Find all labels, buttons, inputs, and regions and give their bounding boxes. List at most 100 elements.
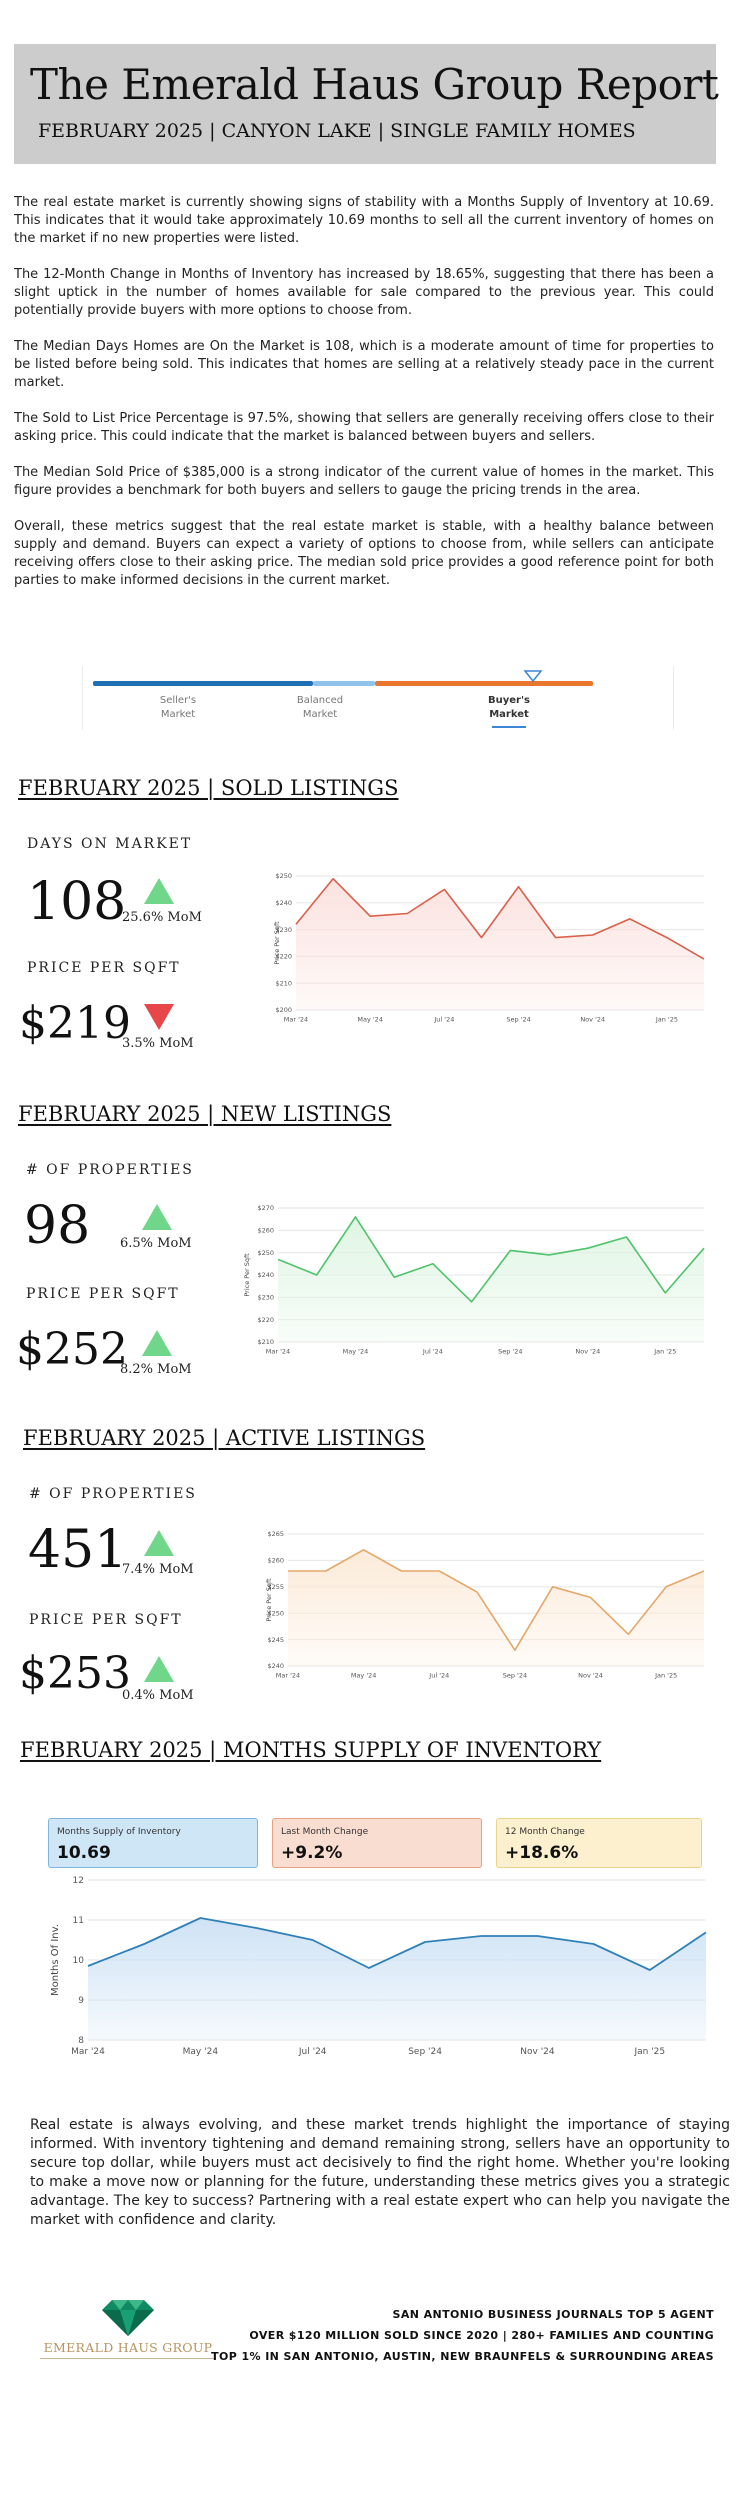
y-tick-label: $230 <box>275 926 292 934</box>
y-tick-label: $245 <box>267 1636 284 1644</box>
x-tick-label: Jan '25 <box>653 1348 676 1356</box>
scale-label-buyer: Buyer's Market <box>464 694 554 722</box>
x-tick-label: Sep '24 <box>506 1016 530 1024</box>
x-tick-label: Jul '24 <box>428 1672 449 1680</box>
series-area <box>88 1918 706 2040</box>
msi-box-value: +9.2% <box>281 1843 343 1863</box>
x-tick-label: Jul '24 <box>298 2047 327 2057</box>
market-scale-bar <box>93 670 593 686</box>
y-tick-label: $240 <box>267 1662 284 1670</box>
x-tick-label: Jul '24 <box>422 1348 443 1356</box>
x-tick-label: Sep '24 <box>408 2047 442 2057</box>
series-line <box>277 1216 705 1303</box>
series-area <box>288 1549 704 1666</box>
y-tick-label: $220 <box>275 953 292 961</box>
x-tick-label: Jan '25 <box>655 1016 678 1024</box>
logo-text: EMERALD HAUS GROUP <box>43 2340 213 2355</box>
new-price-chart: $210 $220 $230 $240 $250 $260 $270 Mar '24 May '… <box>240 1200 710 1360</box>
footer-line: TOP 1% IN SAN ANTONIO, AUSTIN, NEW BRAUN… <box>211 2350 714 2363</box>
active-price-value: $253 <box>19 1648 131 1699</box>
new-count-label: # OF PROPERTIES <box>26 1162 194 1178</box>
x-tick-label: May '24 <box>351 1672 377 1680</box>
msi-chart: 8 9 10 11 12 Mar '24 May '24 Jul '24 Sep '24 Nov … <box>44 1874 710 2060</box>
scale-segment-buyer <box>375 681 593 686</box>
y-tick-label: $220 <box>257 1316 274 1324</box>
active-section-title: FEBRUARY 2025 | ACTIVE LISTINGS <box>23 1426 426 1450</box>
sold-price-label: PRICE PER SQFT <box>27 960 181 976</box>
x-tick-label: Nov '24 <box>575 1348 600 1356</box>
series-area <box>278 1216 704 1342</box>
intro-paragraph: The real estate market is currently show… <box>14 195 714 246</box>
scale-segment-seller <box>93 681 313 686</box>
msi-box-label: 12 Month Change <box>505 1827 585 1837</box>
series-line <box>87 1917 707 1971</box>
scale-label-buyer-line1: Buyer's <box>488 695 530 706</box>
y-tick-label: 9 <box>78 1996 84 2006</box>
new-price-change: 8.2% MoM <box>120 1362 192 1377</box>
report-subtitle: FEBRUARY 2025 | CANYON LAKE | SINGLE FAM… <box>38 120 636 142</box>
closing-text: Real estate is always evolving, and thes… <box>30 2117 730 2228</box>
new-count-value: 98 <box>24 1196 91 1256</box>
x-tick-label: Mar '24 <box>266 1348 290 1356</box>
intro-paragraph: The Median Days Homes are On the Market … <box>14 339 714 390</box>
msi-box-last-month: Last Month Change +9.2% <box>272 1818 482 1868</box>
series-area <box>296 878 704 1010</box>
y-tick-label: $230 <box>257 1294 274 1302</box>
y-tick-label: $210 <box>275 979 292 987</box>
x-tick-label: Nov '24 <box>580 1016 605 1024</box>
trend-up-icon <box>144 1656 174 1682</box>
new-price-label: PRICE PER SQFT <box>26 1286 180 1302</box>
x-tick-label: May '24 <box>343 1348 369 1356</box>
y-tick-label: $270 <box>257 1204 274 1212</box>
y-axis-label: Price Per Sqft <box>243 1253 251 1297</box>
report-header: The Emerald Haus Group Report FEBRUARY 2… <box>14 44 719 164</box>
y-tick-label: $260 <box>257 1227 274 1235</box>
sold-price-chart: $200 $210 $220 $230 $240 $250 Mar '24 May '24 Ju… <box>270 868 710 1028</box>
y-tick-label: 11 <box>73 1916 84 1926</box>
trend-up-icon <box>142 1330 172 1356</box>
scale-label-balanced: Balanced Market <box>275 694 365 722</box>
sold-price-value: $219 <box>19 998 131 1049</box>
y-tick-label: $250 <box>275 872 292 880</box>
x-tick-label: Sep '24 <box>503 1672 527 1680</box>
market-scale: Seller's Market Balanced Market Buyer's … <box>82 666 674 730</box>
y-tick-label: $255 <box>267 1583 284 1591</box>
intro-paragraph: The Median Sold Price of $385,000 is a s… <box>14 465 714 498</box>
series-line <box>288 1549 705 1651</box>
y-tick-label: $240 <box>257 1271 274 1279</box>
msi-box-value: +18.6% <box>505 1843 579 1863</box>
scale-label-seller: Seller's Market <box>133 694 223 722</box>
x-tick-label: Jan '25 <box>633 2047 665 2057</box>
trend-up-icon <box>144 878 174 904</box>
sold-days-label: DAYS ON MARKET <box>27 836 193 852</box>
msi-section-title: FEBRUARY 2025 | MONTHS SUPPLY OF INVENTO… <box>20 1738 602 1762</box>
y-tick-label: $250 <box>257 1249 274 1257</box>
msi-box-current: Months Supply of Inventory 10.69 <box>48 1818 258 1868</box>
intro-paragraph: The 12-Month Change in Months of Invento… <box>14 267 714 318</box>
sold-section-title: FEBRUARY 2025 | SOLD LISTINGS <box>18 776 399 800</box>
intro-text: The real estate market is currently show… <box>14 194 714 608</box>
x-tick-label: May '24 <box>357 1016 383 1024</box>
y-axis-label: Months Of Inv. <box>50 1924 61 1996</box>
x-tick-label: Nov '24 <box>520 2047 555 2057</box>
msi-box-label: Last Month Change <box>281 1827 369 1837</box>
x-tick-label: May '24 <box>183 2047 219 2057</box>
x-tick-label: Sep '24 <box>498 1348 522 1356</box>
scale-label-seller-line2: Market <box>160 709 196 720</box>
footer-credentials: SAN ANTONIO BUSINESS JOURNALS TOP 5 AGEN… <box>211 2304 714 2367</box>
new-price-value: $252 <box>16 1324 128 1375</box>
emerald-haus-logo: EMERALD HAUS GROUP <box>40 2296 216 2359</box>
active-price-label: PRICE PER SQFT <box>29 1612 183 1628</box>
scale-segment-balanced <box>313 681 375 686</box>
trend-up-icon <box>144 1530 174 1556</box>
scale-label-balanced-line1: Balanced <box>296 695 344 706</box>
y-tick-label: $260 <box>267 1557 284 1565</box>
footer-line: OVER $120 MILLION SOLD SINCE 2020 | 280+… <box>249 2329 714 2342</box>
msi-box-12-month: 12 Month Change +18.6% <box>496 1818 702 1868</box>
active-market-underline <box>492 726 526 728</box>
sold-days-change: 25.6% MoM <box>122 910 202 925</box>
y-tick-label: $210 <box>257 1338 274 1346</box>
active-count-value: 451 <box>28 1520 128 1580</box>
y-axis-label: Price Per Sqft <box>273 921 281 965</box>
x-tick-label: Nov '24 <box>578 1672 603 1680</box>
